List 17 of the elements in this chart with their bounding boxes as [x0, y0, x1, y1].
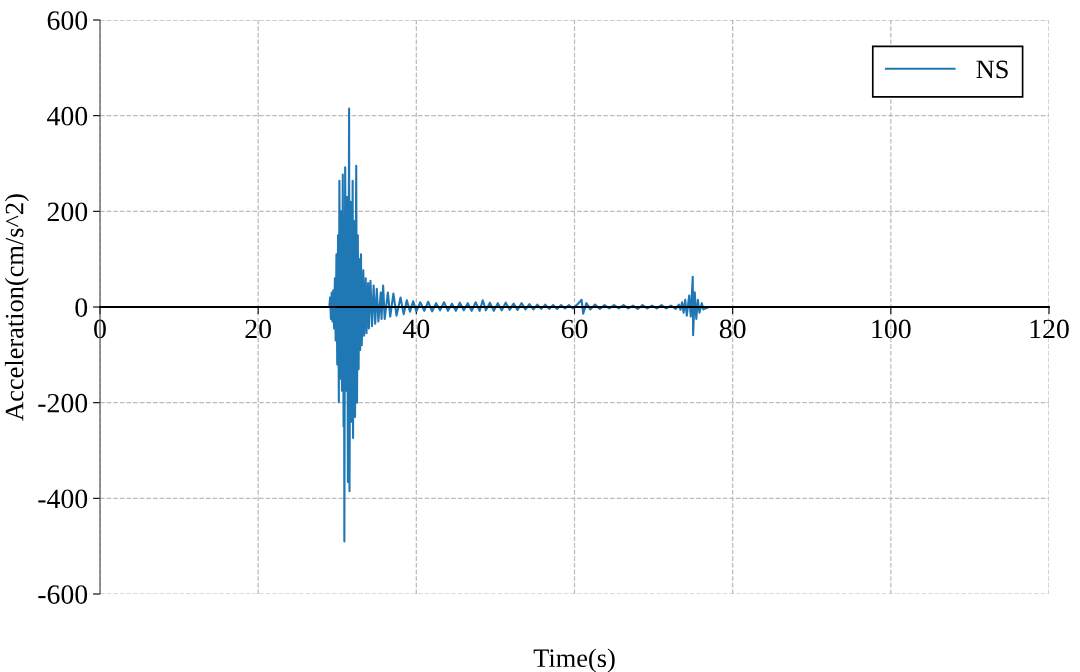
- y-tick-label: 600: [47, 11, 88, 30]
- y-tick-label: 0: [75, 298, 88, 317]
- y-tick-label: -400: [38, 489, 88, 509]
- x-tick-label: 20: [245, 319, 271, 339]
- x-tick-label: 0: [94, 319, 106, 339]
- y-axis-title: Acceleration(cm/s^2): [4, 194, 29, 421]
- x-tick-label: 60: [561, 319, 588, 339]
- x-axis-title: Time(s): [533, 648, 615, 672]
- y-tick-label: -600: [38, 585, 88, 604]
- x-tick-label: 40: [402, 319, 430, 339]
- y-tick-label: -200: [38, 393, 88, 413]
- legend-label: NS: [976, 60, 1008, 79]
- y-tick-label: 200: [47, 202, 88, 222]
- x-tick-label: 80: [719, 319, 746, 339]
- x-tick-label: 120: [1030, 319, 1069, 339]
- y-tick-label: 400: [47, 106, 88, 126]
- x-tick-label: 100: [872, 319, 911, 339]
